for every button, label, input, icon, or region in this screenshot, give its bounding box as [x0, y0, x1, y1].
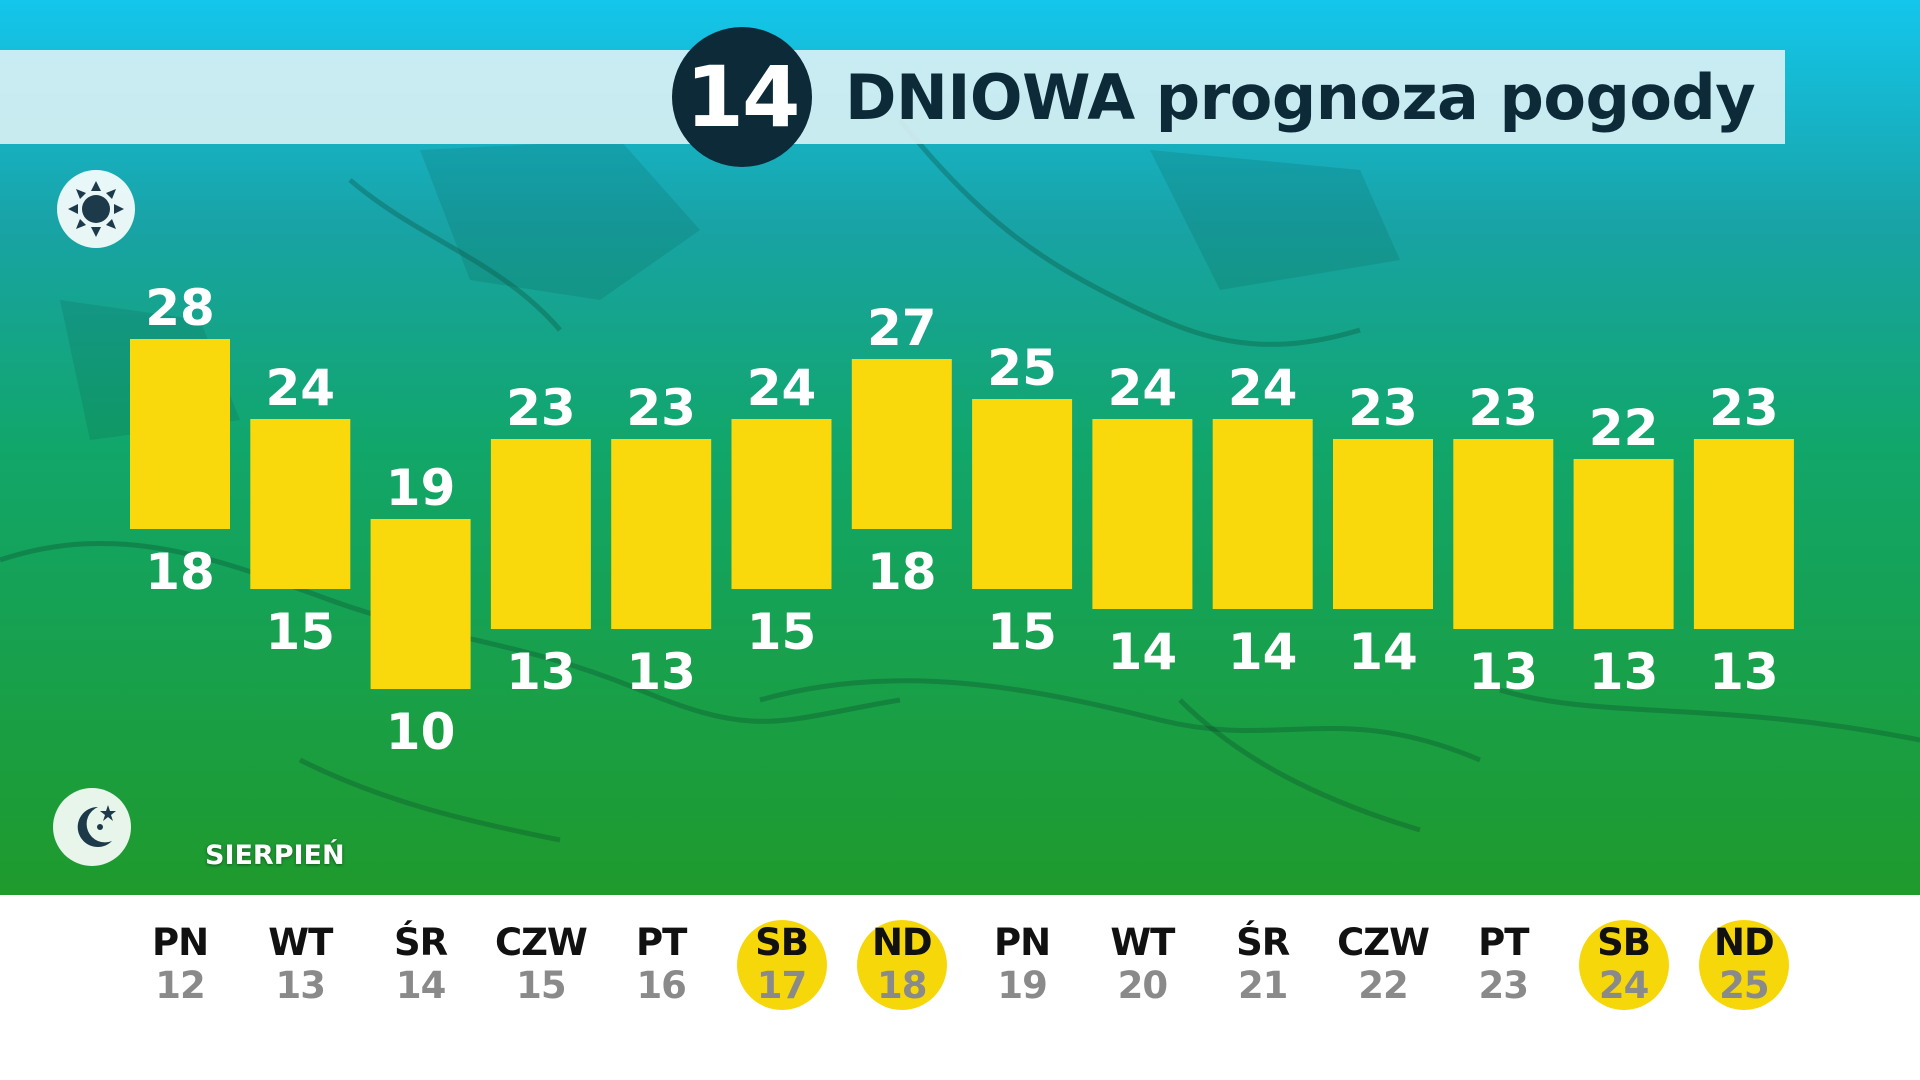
- day-column: ŚR 14: [361, 920, 481, 1020]
- day-name: PT: [636, 921, 687, 964]
- day-name: ŚR: [394, 921, 448, 964]
- max-temp-label: 25: [987, 339, 1057, 397]
- max-temp-label: 22: [1589, 399, 1659, 457]
- weekend-highlight: [1578, 920, 1669, 1010]
- min-temp-label: 15: [987, 603, 1057, 661]
- min-temp-label: 13: [1709, 643, 1779, 701]
- min-temp-label: 13: [506, 643, 576, 701]
- min-temp-label: 15: [266, 603, 336, 661]
- min-temp-label: 14: [1348, 623, 1418, 681]
- temp-bar: [1453, 439, 1554, 629]
- temp-bar: [1573, 459, 1674, 629]
- page-title: DNIOWA prognoza pogody: [845, 61, 1756, 134]
- day-date: 24: [1598, 964, 1650, 1007]
- day-name: WT: [1110, 921, 1175, 964]
- temp-bar: [130, 339, 230, 529]
- max-temp-label: 23: [506, 379, 576, 437]
- day-column: CZW 15: [481, 920, 601, 1020]
- max-temp-label: 24: [1228, 359, 1298, 417]
- min-temp-label: 10: [386, 703, 456, 761]
- day-name: PN: [994, 921, 1051, 964]
- day-column: ŚR 21: [1203, 920, 1323, 1020]
- max-temp-label: 24: [266, 359, 336, 417]
- day-date: 15: [516, 964, 567, 1007]
- max-temp-label: 23: [1348, 379, 1418, 437]
- temp-bar: [611, 439, 712, 629]
- temp-bar: [972, 399, 1073, 589]
- min-temp-label: 13: [626, 643, 696, 701]
- day-name: WT: [268, 921, 333, 964]
- day-column: SB 24: [1564, 920, 1684, 1020]
- min-temp-label: 13: [1469, 643, 1539, 701]
- day-date: 17: [756, 964, 808, 1007]
- sun-icon: [57, 170, 135, 248]
- temp-bar: [731, 419, 832, 589]
- day-date: 25: [1719, 964, 1770, 1007]
- header-band: [0, 50, 1785, 144]
- day-column: PT 16: [601, 920, 721, 1020]
- day-name: SB: [755, 921, 809, 964]
- weekend-highlight: [856, 920, 947, 1010]
- day-column: PN 19: [962, 920, 1082, 1020]
- min-temp-label: 18: [867, 543, 937, 601]
- day-date: 22: [1358, 964, 1409, 1007]
- day-name: PN: [151, 921, 209, 964]
- weekend-highlight: [1698, 920, 1789, 1010]
- day-column: WT 13: [240, 920, 360, 1020]
- weekend-highlight: [736, 920, 827, 1010]
- max-temp-label: 23: [1469, 379, 1539, 437]
- day-name: ŚR: [1236, 921, 1290, 964]
- max-temp-label: 28: [145, 279, 215, 337]
- min-temp-label: 15: [747, 603, 817, 661]
- day-column: CZW 22: [1323, 920, 1443, 1020]
- temp-bar: [1693, 439, 1794, 629]
- day-column: SB 17: [722, 920, 842, 1020]
- day-column: PN 12: [120, 920, 240, 1020]
- max-temp-label: 24: [747, 359, 817, 417]
- max-temp-label: 27: [867, 299, 937, 357]
- day-name: CZW: [494, 921, 588, 964]
- day-axis: PN 12 WT 13 ŚR 14 CZW 15 PT 16 SB 17 ND 18 PN 19 WT 20 ŚR 2…: [0, 895, 1920, 1080]
- moon-icon: [53, 788, 131, 866]
- temp-bar: [1092, 419, 1193, 609]
- day-date: 23: [1478, 964, 1530, 1007]
- day-date: 12: [155, 964, 206, 1007]
- day-name: CZW: [1337, 921, 1430, 964]
- day-name: ND: [871, 921, 933, 964]
- max-temp-label: 23: [626, 379, 696, 437]
- max-temp-label: 23: [1709, 379, 1779, 437]
- temperature-chart: 28 18 24 15 19 10 23 13 23 13 24 15 27 18 25 15 24 14 24 14…: [130, 279, 1794, 761]
- day-date: 20: [1117, 964, 1169, 1007]
- min-temp-label: 18: [145, 543, 215, 601]
- day-date: 21: [1237, 964, 1289, 1007]
- day-name: PT: [1478, 921, 1529, 964]
- day-date: 18: [877, 964, 928, 1007]
- month-label: SIERPIEŃ: [205, 840, 345, 871]
- temp-bar: [1212, 419, 1313, 609]
- day-column: ND 25: [1684, 920, 1804, 1020]
- day-name: SB: [1597, 921, 1651, 964]
- min-temp-label: 13: [1589, 643, 1659, 701]
- day-column: PT 23: [1443, 920, 1563, 1020]
- temp-bar: [490, 439, 591, 629]
- max-temp-label: 24: [1108, 359, 1178, 417]
- day-date: 16: [636, 964, 687, 1007]
- day-column: WT 20: [1082, 920, 1202, 1020]
- day-date: 19: [997, 964, 1048, 1007]
- min-temp-label: 14: [1228, 623, 1298, 681]
- temp-bar: [851, 359, 952, 529]
- max-temp-label: 19: [386, 459, 456, 517]
- temp-bar: [250, 419, 351, 589]
- day-date: 14: [395, 964, 447, 1007]
- day-name: ND: [1714, 921, 1775, 964]
- temp-bar: [1333, 439, 1433, 609]
- day-date: 13: [275, 964, 327, 1007]
- temp-bar: [370, 519, 471, 689]
- days-count-badge: 14: [672, 27, 812, 167]
- day-column: ND 18: [842, 920, 962, 1020]
- min-temp-label: 14: [1108, 623, 1178, 681]
